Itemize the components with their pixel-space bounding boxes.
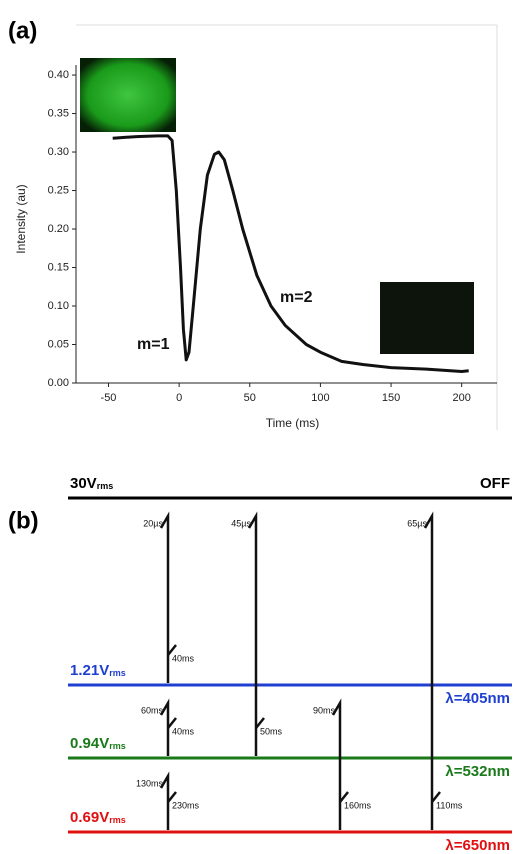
- y-tick-label: 0.00: [48, 377, 69, 389]
- transition-hook: [339, 791, 349, 803]
- y-tick-label: 0.25: [48, 184, 69, 196]
- transition-hook: [167, 717, 177, 729]
- rise-time: 45µs: [231, 518, 251, 528]
- level-voltage: 30Vrms: [70, 475, 113, 492]
- level-wavelength: λ=532nm: [445, 763, 510, 780]
- transition: [423, 511, 434, 830]
- voltage: 30V: [70, 475, 97, 492]
- unit: rms: [109, 668, 126, 678]
- x-axis-label: Time (ms): [266, 416, 320, 430]
- voltage: 1.21V: [70, 662, 109, 679]
- x-tick-label: 0: [176, 392, 182, 404]
- y-tick-label: 0.40: [48, 69, 69, 81]
- transition: [331, 698, 342, 830]
- level-voltage: 1.21Vrms: [70, 662, 126, 679]
- y-tick-label: 0.30: [48, 146, 69, 158]
- annotation: m=1: [137, 336, 170, 353]
- voltage: 0.69V: [70, 809, 109, 826]
- data-line: [112, 134, 469, 373]
- x-tick-label: 200: [453, 392, 471, 404]
- transition-hook: [167, 644, 177, 656]
- x-tick-label: 100: [311, 392, 329, 404]
- level-wavelength: OFF: [480, 475, 510, 492]
- transition: [159, 771, 170, 830]
- transition: [159, 511, 170, 683]
- level-voltage: 0.69Vrms: [70, 809, 126, 826]
- fall-time: 50ms: [260, 726, 283, 736]
- inset-image: [80, 58, 176, 132]
- rise-time: 90ms: [313, 705, 336, 715]
- level-wavelength: λ=405nm: [445, 690, 510, 707]
- unit: rms: [109, 741, 126, 751]
- level-wavelength: λ=650nm: [445, 837, 510, 854]
- panel-label: (a): [8, 17, 37, 44]
- x-tick-label: 150: [382, 392, 400, 404]
- y-tick-label: 0.10: [48, 300, 69, 312]
- unit: rms: [109, 815, 126, 825]
- y-tick-label: 0.35: [48, 107, 69, 119]
- rise-time: 130ms: [136, 778, 164, 788]
- transition-hook: [255, 717, 265, 729]
- y-tick-label: 0.05: [48, 338, 69, 350]
- unit: rms: [97, 481, 114, 491]
- transition-hook: [167, 791, 177, 803]
- y-tick-label: 0.15: [48, 261, 69, 273]
- fall-time: 230ms: [172, 800, 200, 810]
- fall-time: 40ms: [172, 726, 195, 736]
- inset-image: [380, 282, 474, 354]
- fall-time: 110ms: [436, 800, 463, 810]
- rise-time: 65µs: [407, 518, 427, 528]
- annotation: m=2: [280, 289, 313, 306]
- x-tick-label: -50: [101, 392, 117, 404]
- panel-label: (b): [8, 507, 39, 534]
- fall-time: 40ms: [172, 653, 195, 663]
- transition: [247, 511, 258, 756]
- voltage: 0.94V: [70, 735, 109, 752]
- rise-time: 20µs: [143, 518, 163, 528]
- transition-hook: [431, 791, 441, 803]
- fall-time: 160ms: [344, 800, 372, 810]
- transition: [159, 698, 170, 756]
- rise-time: 60ms: [141, 705, 164, 715]
- y-tick-label: 0.20: [48, 223, 69, 235]
- level-voltage: 0.94Vrms: [70, 735, 126, 752]
- x-tick-label: 50: [244, 392, 256, 404]
- y-axis-label: Intensity (au): [14, 184, 28, 253]
